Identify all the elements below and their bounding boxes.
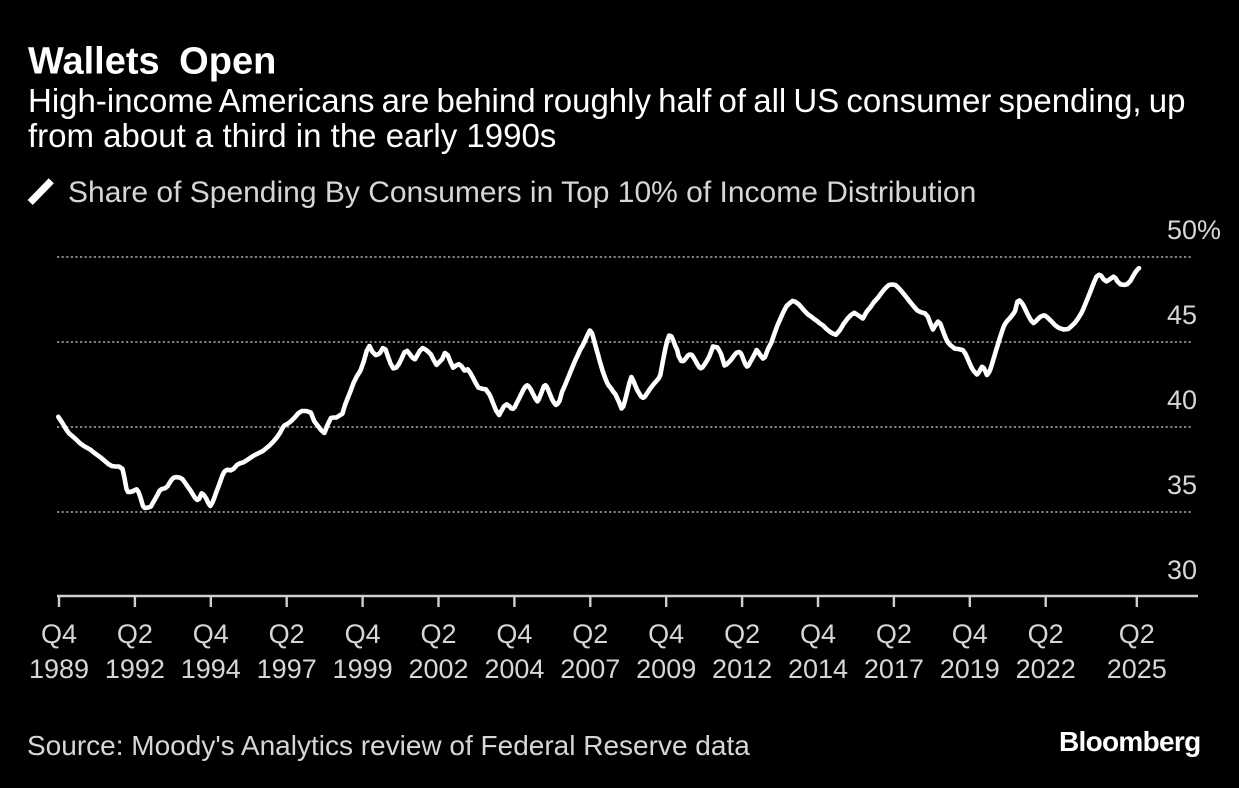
svg-text:Q4: Q4 <box>496 619 532 649</box>
svg-text:1992: 1992 <box>105 654 165 684</box>
svg-text:1997: 1997 <box>257 654 317 684</box>
svg-text:45: 45 <box>1167 300 1197 330</box>
svg-text:Q2: Q2 <box>269 619 305 649</box>
svg-text:Q2: Q2 <box>572 619 608 649</box>
svg-text:35: 35 <box>1167 470 1197 500</box>
svg-text:2002: 2002 <box>408 654 468 684</box>
svg-text:High-income Americans are behi: High-income Americans are behind roughly… <box>28 82 1185 119</box>
svg-text:1994: 1994 <box>181 654 241 684</box>
svg-text:Share of Spending By Consumers: Share of Spending By Consumers in Top 10… <box>68 176 976 209</box>
svg-text:Source: Moody's Analytics revi: Source: Moody's Analytics review of Fede… <box>27 730 750 761</box>
svg-text:2009: 2009 <box>636 654 696 684</box>
svg-text:2014: 2014 <box>788 654 848 684</box>
svg-text:2022: 2022 <box>1016 654 1076 684</box>
svg-text:50%: 50% <box>1167 215 1221 245</box>
svg-text:Q2: Q2 <box>420 619 456 649</box>
svg-text:Q4: Q4 <box>193 619 229 649</box>
svg-text:Q2: Q2 <box>117 619 153 649</box>
svg-text:30: 30 <box>1167 555 1197 585</box>
svg-text:Q4: Q4 <box>800 619 836 649</box>
svg-text:Q2: Q2 <box>1028 619 1064 649</box>
svg-text:2012: 2012 <box>712 654 772 684</box>
svg-text:2007: 2007 <box>560 654 620 684</box>
svg-text:from about a third in the earl: from about a third in the early 1990s <box>28 117 556 154</box>
svg-text:40: 40 <box>1167 385 1197 415</box>
svg-text:Bloomberg: Bloomberg <box>1059 726 1200 757</box>
svg-text:1999: 1999 <box>333 654 393 684</box>
svg-text:2025: 2025 <box>1107 654 1167 684</box>
svg-text:Q4: Q4 <box>952 619 988 649</box>
svg-text:Wallets Open: Wallets Open <box>28 41 276 83</box>
svg-text:Q4: Q4 <box>345 619 381 649</box>
svg-text:2019: 2019 <box>940 654 1000 684</box>
svg-text:2017: 2017 <box>864 654 924 684</box>
svg-text:1989: 1989 <box>29 654 89 684</box>
svg-text:Q2: Q2 <box>876 619 912 649</box>
svg-text:Q4: Q4 <box>41 619 77 649</box>
svg-text:Q2: Q2 <box>724 619 760 649</box>
svg-text:Q4: Q4 <box>648 619 684 649</box>
svg-text:2004: 2004 <box>484 654 544 684</box>
svg-text:Q2: Q2 <box>1119 619 1155 649</box>
